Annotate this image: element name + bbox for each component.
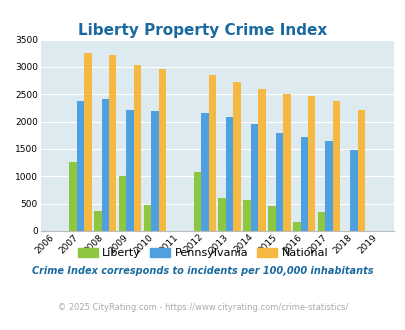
Bar [307,96,315,231]
Bar [357,110,364,231]
Bar [233,82,240,231]
Bar [69,162,77,231]
Bar [350,149,357,231]
Bar [218,198,225,231]
Bar [317,213,325,231]
Bar [119,176,126,231]
Bar [282,94,290,231]
Bar [200,113,208,231]
Bar [109,55,116,231]
Bar [126,110,134,231]
Bar [332,101,339,231]
Bar [258,89,265,231]
Bar [250,124,258,231]
Bar [208,75,215,231]
Bar [243,200,250,231]
Bar [77,101,84,231]
Bar [275,133,282,231]
Bar [300,137,307,231]
Bar [268,206,275,231]
Legend: Liberty, Pennsylvania, National: Liberty, Pennsylvania, National [73,243,332,262]
Bar [325,141,332,231]
Bar [193,173,200,231]
Bar [94,211,101,231]
Bar [101,99,109,231]
Bar [151,111,158,231]
Bar [143,205,151,231]
Bar [225,117,233,231]
Text: Liberty Property Crime Index: Liberty Property Crime Index [78,23,327,38]
Bar [158,69,166,231]
Text: © 2025 CityRating.com - https://www.cityrating.com/crime-statistics/: © 2025 CityRating.com - https://www.city… [58,303,347,312]
Bar [134,65,141,231]
Text: Crime Index corresponds to incidents per 100,000 inhabitants: Crime Index corresponds to incidents per… [32,266,373,276]
Bar [292,222,300,231]
Bar [84,53,92,231]
